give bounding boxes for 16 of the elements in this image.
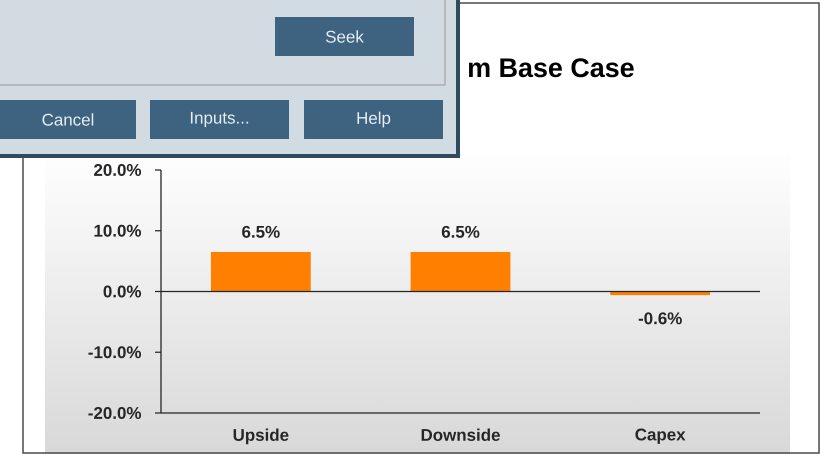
x-tick-label: Capex bbox=[635, 428, 686, 444]
y-tick-label: -10.0% bbox=[88, 346, 142, 358]
text: Help bbox=[357, 112, 390, 128]
y-tick-label: 10.0% bbox=[94, 224, 142, 237]
data-label: -0.6% bbox=[638, 312, 682, 324]
y-tick-label: -20.0% bbox=[88, 407, 142, 419]
x-tick-label: Downside bbox=[422, 428, 500, 441]
text: Seek bbox=[326, 30, 364, 43]
x-tick-label: Upside bbox=[234, 428, 288, 444]
text: Cancel bbox=[42, 113, 94, 126]
text: Inputs... bbox=[190, 112, 248, 128]
y-tick-label: 0.0% bbox=[104, 286, 142, 298]
y-tick-label: 20.0% bbox=[94, 164, 142, 176]
data-label: 6.5% bbox=[442, 226, 480, 238]
chart-title: m Base Case bbox=[468, 58, 634, 78]
data-label: 6.5% bbox=[242, 226, 280, 238]
